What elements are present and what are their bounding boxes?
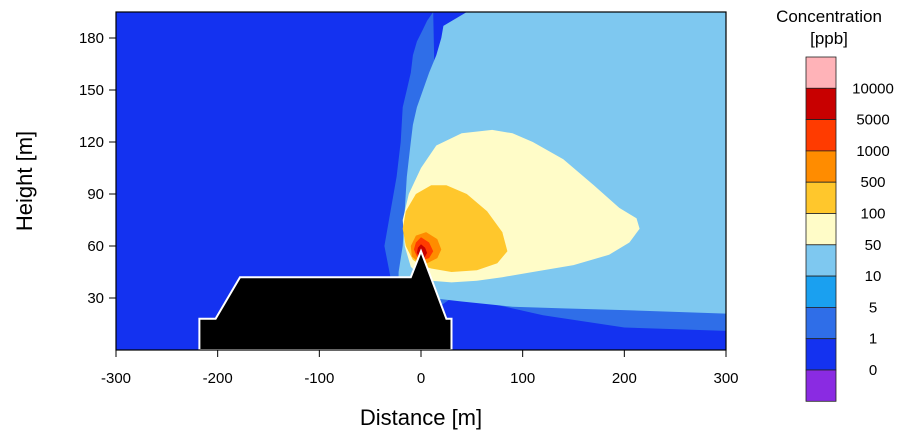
building-silhouette bbox=[198, 248, 453, 351]
colorbar-level-label: 10 bbox=[865, 268, 882, 285]
colorbar-cell bbox=[805, 306, 837, 340]
colorbar-level-label: 10000 bbox=[852, 80, 894, 97]
colorbar-cell bbox=[805, 119, 837, 152]
x-tick-label: 300 bbox=[713, 370, 738, 387]
colorbar-level-label: 50 bbox=[865, 237, 882, 254]
x-axis-label: Distance [m] bbox=[360, 405, 482, 430]
colorbar-cell bbox=[805, 213, 837, 246]
colorbar-level-label: 1000 bbox=[856, 143, 889, 160]
colorbar-cells bbox=[805, 56, 837, 402]
colorbar-cell bbox=[805, 181, 837, 214]
colorbar-level-label: 100 bbox=[860, 206, 885, 223]
colorbar-level-label: 0 bbox=[869, 362, 877, 379]
colorbar-legend: Concentration [ppb] 10000500010005001005… bbox=[776, 7, 894, 402]
colorbar-cell bbox=[805, 275, 837, 308]
y-tick-label: 120 bbox=[79, 134, 104, 151]
colorbar-level-label: 1 bbox=[869, 331, 877, 348]
colorbar-level-label: 500 bbox=[860, 174, 885, 191]
x-tick-label: -100 bbox=[304, 370, 334, 387]
x-tick-label: -200 bbox=[203, 370, 233, 387]
x-tick-label: 100 bbox=[510, 370, 535, 387]
x-tick-label: 200 bbox=[612, 370, 637, 387]
colorbar-unit: [ppb] bbox=[810, 29, 848, 48]
y-axis-label: Height [m] bbox=[12, 131, 37, 231]
colorbar-cell bbox=[805, 244, 837, 277]
colorbar-title: Concentration bbox=[776, 7, 882, 26]
y-tick-label: 180 bbox=[79, 30, 104, 47]
contour-regions bbox=[384, 12, 726, 331]
colorbar-cell bbox=[805, 87, 837, 121]
y-tick-label: 90 bbox=[87, 186, 104, 203]
colorbar-level-label: 5 bbox=[869, 299, 877, 316]
x-tick-label: -300 bbox=[101, 370, 131, 387]
y-axis: 30 60 90 120 150 180 bbox=[79, 30, 116, 307]
colorbar-cell bbox=[805, 56, 837, 89]
x-tick-label: 0 bbox=[417, 370, 425, 387]
colorbar-level-label: 5000 bbox=[856, 112, 889, 129]
x-axis: -300 -200 -100 0 100 200 300 bbox=[101, 350, 739, 387]
colorbar-cell bbox=[805, 369, 837, 402]
y-tick-label: 150 bbox=[79, 82, 104, 99]
plot-area bbox=[115, 11, 727, 351]
y-tick-label: 60 bbox=[87, 238, 104, 255]
colorbar-cell bbox=[805, 150, 837, 183]
y-tick-label: 30 bbox=[87, 290, 104, 307]
colorbar-cell bbox=[805, 338, 837, 371]
